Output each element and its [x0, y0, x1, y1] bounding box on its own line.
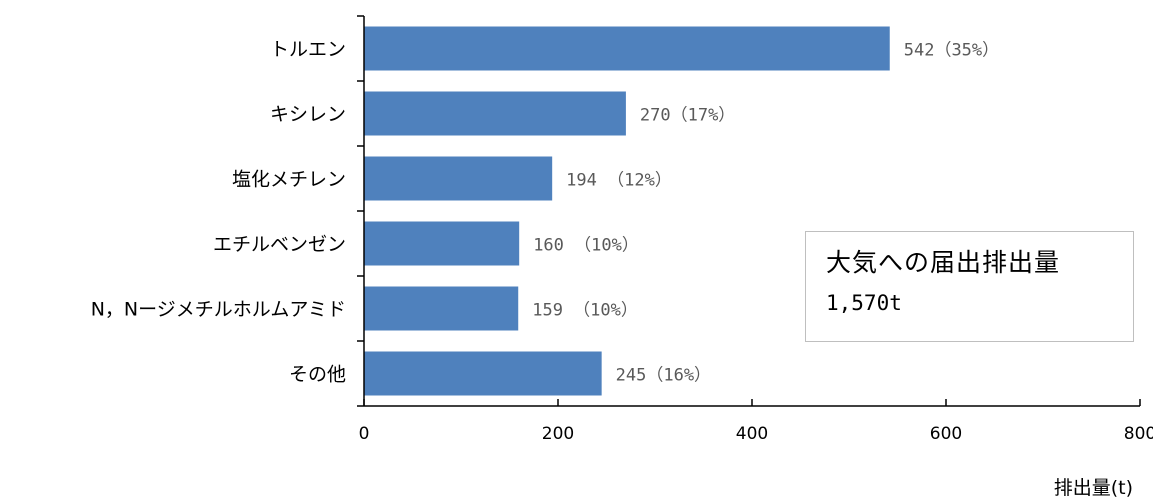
x-tick-label-2: 400	[736, 424, 768, 444]
bar-3	[364, 156, 553, 201]
category-label-6: その他	[289, 364, 346, 386]
bar-5	[364, 286, 519, 331]
category-label-2: キシレン	[270, 104, 346, 126]
data-label-5: 159 （10%）	[532, 301, 638, 321]
data-label-4: 160 （10%）	[533, 236, 639, 256]
bar-2	[364, 91, 626, 136]
axes	[357, 15, 1141, 407]
bar-1	[364, 26, 890, 71]
category-label-3: 塩化メチレン	[232, 169, 346, 191]
summary-value: 1,570t	[826, 291, 902, 315]
data-label-3: 194 （12%）	[566, 171, 672, 191]
summary-box: 大気への届出排出量 1,570t	[805, 231, 1134, 342]
summary-title: 大気への届出排出量	[826, 248, 1061, 277]
category-label-4: エチルベンゼン	[213, 234, 346, 256]
category-label-1: トルエン	[270, 39, 346, 61]
x-tick-labels: 0 200 400 600 800	[359, 424, 1153, 444]
category-label-5: N，Nージメチルホルムアミド	[91, 299, 346, 321]
data-labels: 542（35%） 270（17%） 194 （12%） 160 （10%） 159 （1…	[532, 41, 999, 386]
x-tick-label-3: 600	[930, 424, 962, 444]
x-tick-label-1: 200	[542, 424, 574, 444]
x-tick-label-4: 800	[1124, 424, 1153, 444]
x-axis-title: 排出量(t)	[1054, 477, 1133, 499]
bar-6	[364, 351, 602, 396]
data-label-1: 542（35%）	[904, 41, 999, 61]
data-label-6: 245（16%）	[616, 366, 711, 386]
bars	[364, 26, 890, 396]
x-tick-label-0: 0	[359, 424, 370, 444]
data-label-2: 270（17%）	[640, 106, 735, 126]
bar-4	[364, 221, 520, 266]
